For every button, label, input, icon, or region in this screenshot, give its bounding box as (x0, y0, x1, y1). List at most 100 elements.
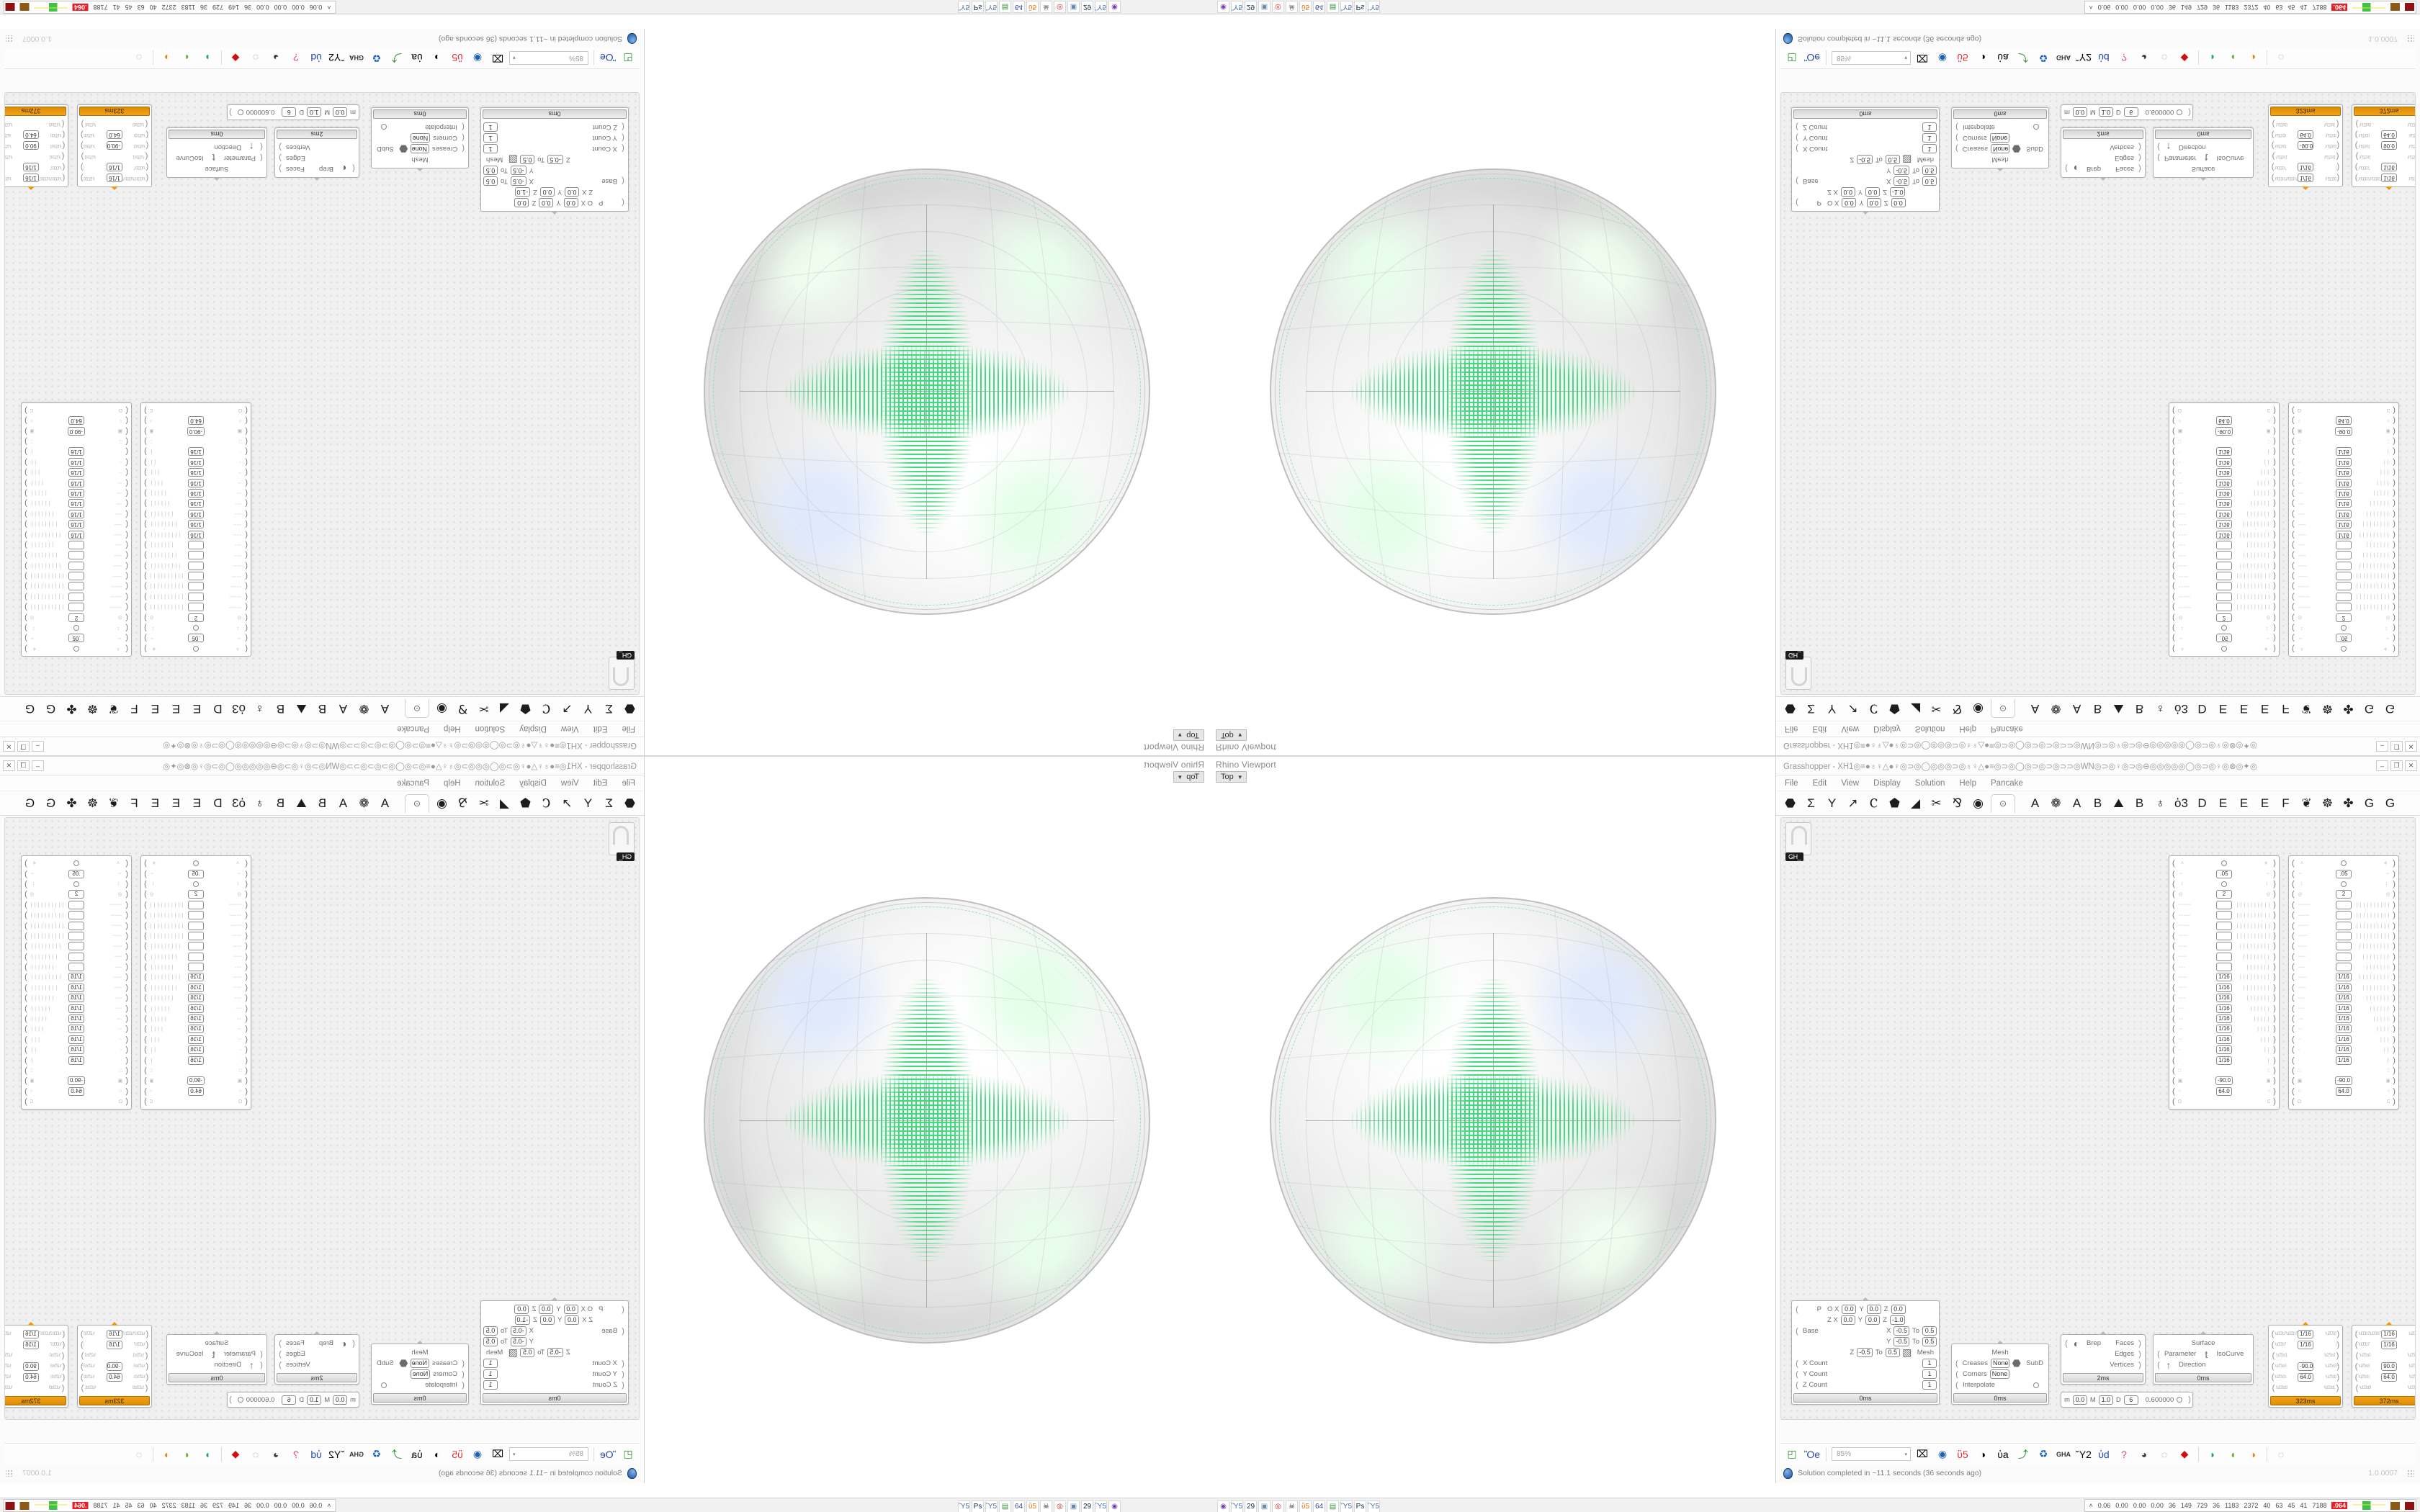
box-y-to-value[interactable]: 0.5 (1922, 1337, 1937, 1346)
bank-box[interactable] (2335, 942, 2352, 951)
bank-fraction[interactable]: 1/16 (68, 447, 85, 456)
component-number-slider[interactable]: m 0.0 M 1.0 D 6 0.600000) (2061, 1392, 2193, 1408)
box-p-zz-value[interactable]: -1.0 (514, 1315, 531, 1325)
bank-value[interactable]: -90.0 (2334, 426, 2353, 436)
zoom-extents-icon[interactable]: ⌧ (1916, 1448, 1929, 1459)
addon-b1-icon[interactable]: B (2093, 796, 2102, 810)
bank-row[interactable]: (······· 1/16 ❘❘❘❘❘❘❘) (24, 994, 128, 1003)
wireframe-preview-icon[interactable]: ◌ (2161, 1448, 2168, 1460)
bank-row[interactable]: (······ 1/16 ❘❘❘❘❘❘) (24, 1004, 128, 1013)
addon-fly-icon[interactable]: ✤ (2343, 702, 2354, 716)
maximize-button[interactable]: ❐ (17, 741, 30, 752)
bank-value[interactable]: .05 (188, 634, 205, 643)
bank-value[interactable]: -90.0 (2334, 1076, 2353, 1086)
maths-icon[interactable]: Σ (1807, 796, 1815, 810)
addon-b2-icon[interactable]: B (276, 796, 285, 810)
document-icon[interactable]: Ὕ2 (2076, 52, 2092, 64)
bank-row[interactable]: (············ ❘❘❘❘❘❘❘❘❘❘❘❘) (2292, 911, 2396, 920)
addon-f-icon[interactable]: F (130, 796, 138, 810)
bank-box[interactable] (68, 911, 85, 920)
box-p-zx-value[interactable]: 0.0 (1840, 187, 1855, 197)
menu-item-display[interactable]: Display (519, 778, 547, 788)
bank-row[interactable]: (◎ 2 ◎) (2292, 890, 2396, 899)
bank-row[interactable]: (▣ -90.0 ▣) (144, 426, 248, 436)
bank-row[interactable]: (········ ❘❘❘❘❘❘❘❘) (2172, 551, 2276, 560)
bank-fraction[interactable]: 1/16 (2335, 1014, 2352, 1024)
bank-row[interactable]: (········· 1/16 ❘❘❘❘❘❘❘❘❘) (24, 530, 128, 539)
box-y-to-value[interactable]: 0.5 (483, 1337, 498, 1346)
bank-row[interactable]: (Ω Ω) (2292, 405, 2396, 415)
bank-fraction[interactable]: 1/16 (188, 1004, 205, 1013)
component-box[interactable]: (P O X 0.0 Y 0.0 Z 0.0 Z X 0.0 Y 0.0 Z -1.0 (Base X -… (480, 107, 629, 215)
bank-row[interactable]: (····· 1/16 ❘❘❘❘❘) (24, 1014, 128, 1024)
task-fox-icon[interactable]: ☠ (1286, 1, 1298, 14)
slider-handle[interactable] (2177, 1397, 2183, 1403)
bank-row[interactable]: (˄ ✳) (24, 859, 128, 868)
bank-value[interactable]: 64.0 (2215, 416, 2232, 426)
bank-row[interactable]: (· 1/16 ❘) (144, 447, 248, 456)
component-box[interactable]: (P O X 0.0 Y 0.0 Z 0.0 Z X 0.0 Y 0.0 Z -1.0 (Base X -… (1791, 1297, 1940, 1405)
bank-row[interactable]: (˄ ✳) (144, 859, 248, 868)
addon-e2-icon[interactable]: E (171, 702, 181, 716)
rotr-angle[interactable]: 90.0 (2381, 1362, 2397, 1371)
parameter-bank-left[interactable]: (˄ ✳)(⇔ .05 ⇔)(↕ ↕) (◎ 2 ◎)(············· ❘❘❘❘❘… (2169, 855, 2280, 1110)
help-box-icon[interactable]: ? (2121, 1448, 2127, 1460)
box-x-to-value[interactable]: 0.5 (483, 176, 498, 186)
box-z-value[interactable]: -0.5 (1857, 155, 1873, 164)
rotl-count[interactable]: 64.0 (2298, 1372, 2313, 1382)
bank-row[interactable]: (······ 1/16 ❘❘❘❘❘❘) (144, 499, 248, 508)
bank-row[interactable]: (˄ ✳) (144, 644, 248, 653)
task-octopus-icon[interactable]: ◉ (1108, 1500, 1121, 1512)
parameter-bank-right[interactable]: (˄ ✳)(⇔ .05 ⇔)(↕ ↕) (◎ 2 ◎)(············· ❘❘❘❘❘… (2288, 402, 2399, 657)
subd-creases-value[interactable]: None (1990, 1359, 2010, 1368)
bank-toggle[interactable] (73, 881, 80, 887)
bank-row[interactable]: (◎ 2 ◎) (144, 613, 248, 622)
menu-item-view[interactable]: View (560, 724, 579, 734)
task-terminal-icon[interactable]: 29 (1245, 1500, 1257, 1512)
task-contacts-icon[interactable]: Ὓ5 (1368, 1500, 1380, 1512)
red-preview-icon[interactable]: ◆ (2180, 1448, 2189, 1459)
bank-row[interactable]: (▣ -90.0 ▣) (24, 426, 128, 436)
bank-row[interactable]: (□ □) (2292, 1066, 2396, 1075)
box-x-value[interactable]: -0.5 (511, 1326, 526, 1336)
box-p-zy-value[interactable]: 0.0 (1865, 187, 1881, 197)
menu-item-display[interactable]: Display (1873, 724, 1901, 734)
system-monitor-right[interactable]: ˄ 0.06 0.00 0.00 0.00 36 149 729 36 1183 2372 40 63 4… (2084, 1, 2416, 14)
bank-row[interactable]: (·········· ❘❘❘❘❘❘❘❘❘❘) (2292, 572, 2396, 581)
bank-row[interactable]: (○ 64.0 ○) (144, 1086, 248, 1096)
named-views-icon[interactable]: ◉ (1937, 53, 1948, 64)
task-save-icon[interactable]: 64 (1313, 1500, 1325, 1512)
tab-active[interactable]: ⊙ (1991, 793, 2015, 813)
task-green-app-icon[interactable]: ▤ (999, 1500, 1011, 1512)
task-fox-icon[interactable]: ☠ (1040, 1500, 1052, 1512)
menu-item-help[interactable]: Help (1959, 724, 1977, 734)
bank-fraction[interactable]: 1/16 (188, 1045, 205, 1055)
bank-row[interactable]: (Ω Ω) (2172, 405, 2276, 415)
bank-row[interactable]: (······ 1/16 ❘❘❘❘❘❘) (2172, 1004, 2276, 1013)
resize-grip[interactable] (2407, 1470, 2414, 1477)
slider-max-value[interactable]: 1.0 (307, 1395, 322, 1405)
bank-toggle[interactable] (193, 881, 200, 887)
bank-row[interactable]: (····· 1/16 ❘❘❘❘❘) (2292, 1014, 2396, 1024)
gha-assemblies-icon[interactable]: GHA (2056, 1450, 2071, 1458)
bank-value[interactable]: -90.0 (2215, 426, 2233, 436)
bank-fraction[interactable]: 1/16 (188, 499, 205, 508)
task-window-icon[interactable]: ▣ (1258, 1, 1270, 14)
canvas-widget-tag[interactable]: GH_ (609, 651, 635, 690)
bank-value[interactable]: .05 (2215, 634, 2232, 643)
bank-row[interactable]: (········· ❘❘❘❘❘❘❘❘❘) (144, 561, 248, 570)
bank-box[interactable] (188, 952, 205, 961)
addon-e2-icon[interactable]: E (2239, 796, 2249, 810)
bank-row[interactable]: (············ ❘❘❘❘❘❘❘❘❘❘❘❘) (2172, 911, 2276, 920)
box-z-to-value[interactable]: 0.5 (1885, 1348, 1900, 1357)
bank-box[interactable] (188, 921, 205, 930)
bank-row[interactable]: (········ 1/16 ❘❘❘❘❘❘❘❘) (2172, 520, 2276, 529)
open-file-icon[interactable]: ◰ (1787, 53, 1797, 64)
gha-assemblies-icon[interactable]: GHA (349, 54, 364, 62)
bank-box[interactable] (2335, 931, 2352, 940)
addon-sheep-icon[interactable]: ❁ (359, 702, 369, 716)
search-icon[interactable]: ὐd (310, 1448, 322, 1460)
bank-fraction[interactable]: 1/16 (2215, 973, 2232, 982)
task-target-icon[interactable]: ◎ (1054, 1500, 1066, 1512)
bank-row[interactable]: (▣ -90.0 ▣) (2292, 426, 2396, 436)
